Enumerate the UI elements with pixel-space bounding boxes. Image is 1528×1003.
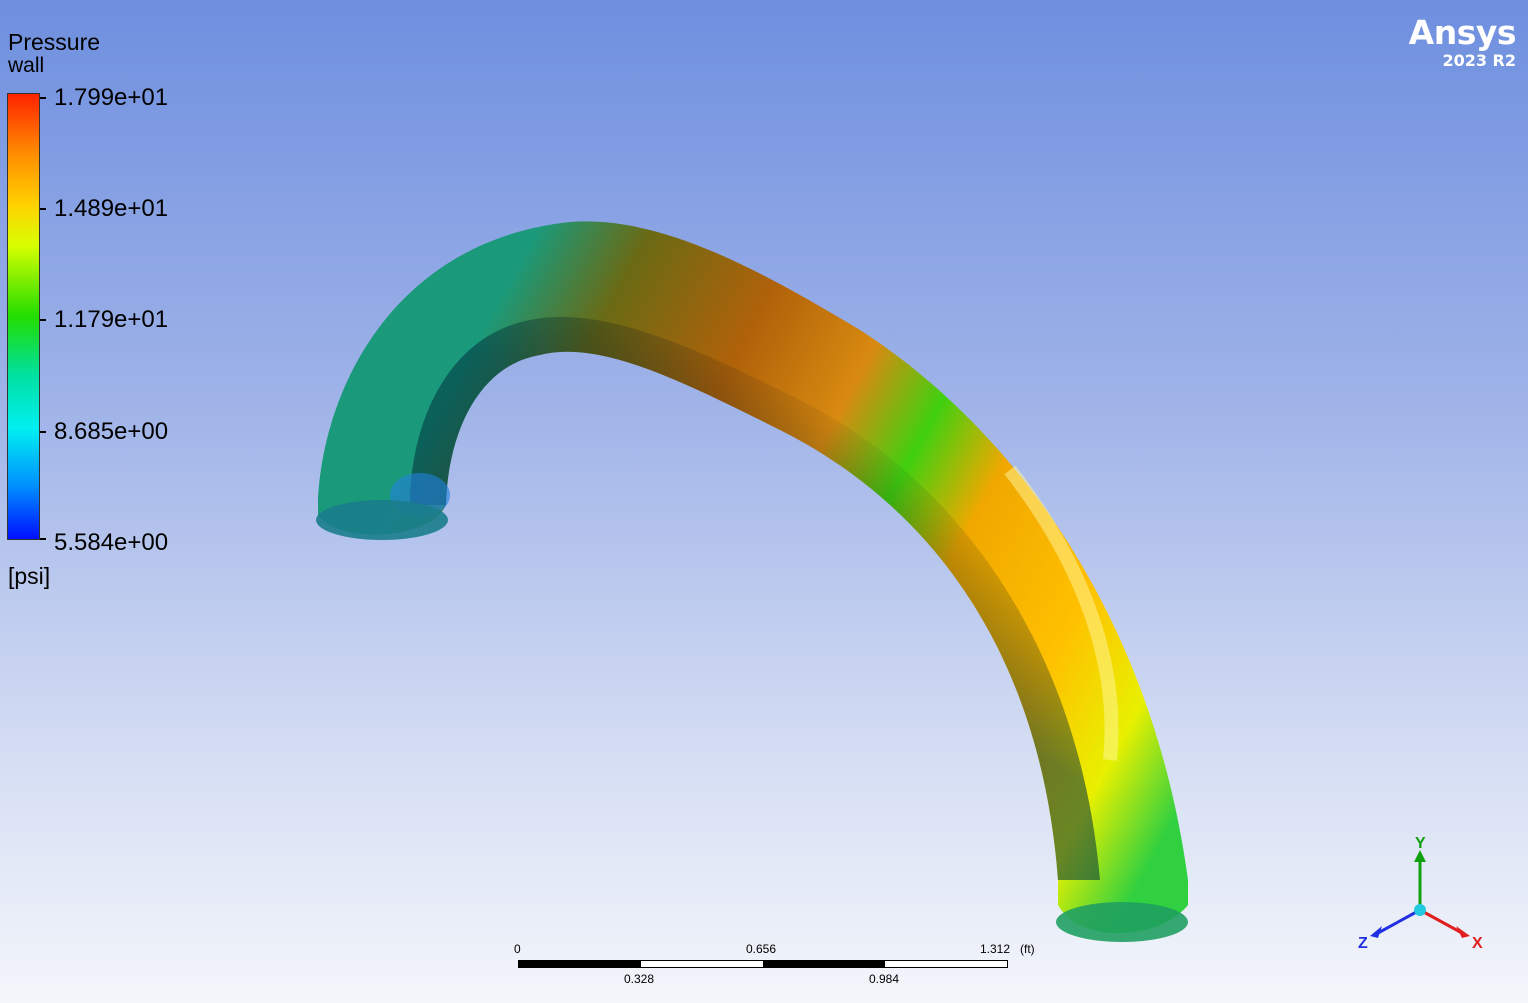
- colormap-tick: [40, 208, 46, 210]
- colormap-label-min: 5.584e+00: [54, 529, 169, 556]
- scale-bar-track: [518, 960, 1008, 968]
- scale-label: 0: [514, 942, 521, 956]
- colormap-label: 8.685e+00: [54, 418, 169, 445]
- scale-segment: [763, 961, 885, 967]
- scale-bar: 0 0.656 1.312 (ft) 0.328 0.984: [514, 940, 1038, 986]
- ansys-logo: Ansys 2023 R2: [1408, 13, 1517, 70]
- colormap-label: 1.179e+01: [54, 306, 169, 333]
- colormap-tick: [40, 538, 46, 540]
- z-axis-arrow: [1370, 926, 1382, 938]
- y-axis-label: Y: [1415, 835, 1426, 852]
- scale-label: 1.312: [980, 942, 1011, 956]
- scale-unit: (ft): [1020, 942, 1035, 956]
- x-axis-line: [1419, 908, 1463, 935]
- y-axis-arrow: [1414, 850, 1426, 862]
- colormap-label-max: 1.799e+01: [54, 84, 169, 111]
- colormap-label: 1.489e+01: [54, 195, 169, 222]
- x-axis-label: X: [1472, 935, 1483, 952]
- scale-label: 0.656: [746, 942, 777, 956]
- legend-subtitle: wall: [8, 54, 45, 77]
- legend-unit: [psi]: [8, 563, 51, 589]
- colormap-tick: [40, 319, 46, 321]
- scale-segment: [519, 961, 641, 967]
- z-axis-line: [1377, 908, 1421, 935]
- colormap-tick: [40, 431, 46, 433]
- pipe-highlight: [1004, 465, 1119, 761]
- colormap-bar: [7, 93, 40, 540]
- logo-name: Ansys: [1408, 13, 1517, 52]
- colormap-tick: [40, 97, 46, 99]
- logo-version: 2023 R2: [1442, 51, 1516, 70]
- scale-label: 0.328: [624, 972, 655, 986]
- pipe-inlet: [316, 500, 448, 540]
- triad-origin: [1414, 904, 1426, 916]
- scale-label: 0.984: [869, 972, 900, 986]
- axis-triad[interactable]: Y X Z: [1350, 830, 1490, 960]
- pipe-surface: [318, 221, 1188, 934]
- legend-title: Pressure: [8, 29, 101, 55]
- pipe-inner-shade: [410, 316, 1100, 880]
- x-axis-arrow: [1456, 926, 1470, 938]
- pipe-outlet: [1056, 902, 1188, 942]
- z-axis-label: Z: [1358, 935, 1368, 952]
